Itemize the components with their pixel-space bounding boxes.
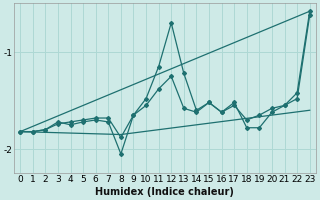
X-axis label: Humidex (Indice chaleur): Humidex (Indice chaleur) <box>95 187 234 197</box>
